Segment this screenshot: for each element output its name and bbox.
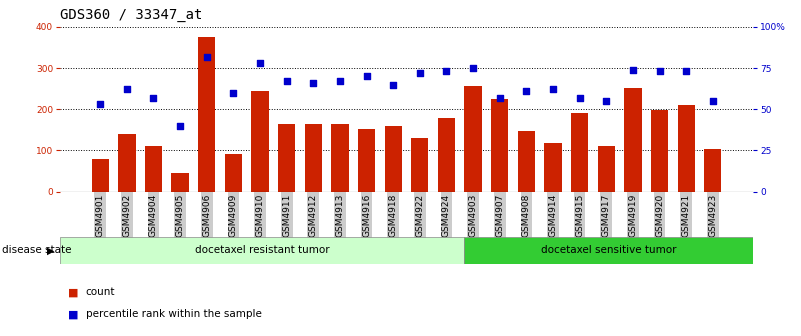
Text: GSM4912: GSM4912	[309, 194, 318, 237]
Text: GSM4922: GSM4922	[416, 194, 425, 237]
Text: GSM4924: GSM4924	[442, 194, 451, 237]
Bar	[704, 149, 722, 192]
Text: disease state: disease state	[2, 245, 71, 255]
Bar	[545, 143, 562, 192]
Point	[227, 90, 239, 95]
Bar	[598, 146, 615, 192]
Text: docetaxel sensitive tumor: docetaxel sensitive tumor	[541, 245, 676, 255]
Bar	[651, 110, 668, 192]
Point	[360, 74, 373, 79]
Bar	[304, 124, 322, 192]
Text: GSM4911: GSM4911	[282, 194, 291, 237]
Point	[333, 79, 346, 84]
Bar	[411, 138, 429, 192]
Bar	[60, 237, 465, 264]
Text: GDS360 / 33347_at: GDS360 / 33347_at	[60, 8, 203, 23]
Point	[493, 95, 506, 100]
Point	[680, 69, 693, 74]
Text: GSM4901: GSM4901	[96, 194, 105, 237]
Text: GSM4914: GSM4914	[549, 194, 557, 237]
Bar	[278, 124, 296, 192]
Point	[307, 80, 320, 86]
Point	[440, 69, 453, 74]
Bar	[571, 113, 588, 192]
Bar	[358, 129, 375, 192]
Text: GSM4902: GSM4902	[123, 194, 131, 237]
Text: ■: ■	[68, 287, 78, 297]
Bar	[145, 146, 162, 192]
Text: GSM4903: GSM4903	[469, 194, 477, 237]
Point	[600, 98, 613, 104]
Bar	[171, 173, 189, 192]
Point	[200, 54, 213, 59]
Bar	[252, 91, 268, 192]
Bar	[91, 159, 109, 192]
Text: percentile rank within the sample: percentile rank within the sample	[86, 309, 262, 319]
Bar	[465, 86, 481, 192]
Bar	[119, 134, 135, 192]
Point	[574, 95, 586, 100]
Point	[387, 82, 400, 87]
Text: GSM4910: GSM4910	[256, 194, 264, 237]
Bar	[198, 37, 215, 192]
Text: GSM4909: GSM4909	[229, 194, 238, 237]
Point	[120, 87, 133, 92]
Text: GSM4918: GSM4918	[388, 194, 397, 237]
Bar	[624, 88, 642, 192]
Point	[254, 60, 267, 66]
Point	[94, 101, 107, 107]
Text: docetaxel resistant tumor: docetaxel resistant tumor	[195, 245, 329, 255]
Text: GSM4907: GSM4907	[495, 194, 504, 237]
Bar	[678, 105, 694, 192]
Point	[467, 66, 480, 71]
Text: GSM4906: GSM4906	[203, 194, 211, 237]
Bar	[384, 126, 402, 192]
Text: GSM4917: GSM4917	[602, 194, 610, 237]
Text: ■: ■	[68, 309, 78, 319]
Point	[147, 95, 160, 100]
Text: GSM4920: GSM4920	[655, 194, 664, 237]
Bar	[438, 118, 455, 192]
Text: GSM4905: GSM4905	[175, 194, 184, 237]
Text: GSM4919: GSM4919	[629, 194, 638, 237]
Point	[520, 88, 533, 94]
Point	[546, 87, 559, 92]
Bar	[332, 124, 348, 192]
Bar	[491, 99, 509, 192]
Text: GSM4908: GSM4908	[522, 194, 531, 237]
Bar	[465, 237, 753, 264]
Point	[626, 67, 639, 72]
Point	[653, 69, 666, 74]
Point	[706, 98, 719, 104]
Text: GSM4904: GSM4904	[149, 194, 158, 237]
Point	[174, 123, 187, 128]
Text: GSM4915: GSM4915	[575, 194, 584, 237]
Point	[280, 79, 293, 84]
Text: GSM4923: GSM4923	[708, 194, 717, 237]
Text: ▶: ▶	[47, 245, 54, 255]
Point	[413, 70, 426, 76]
Text: GSM4921: GSM4921	[682, 194, 690, 237]
Bar	[517, 131, 535, 192]
Text: GSM4916: GSM4916	[362, 194, 371, 237]
Text: count: count	[86, 287, 115, 297]
Text: GSM4913: GSM4913	[336, 194, 344, 237]
Bar	[225, 154, 242, 192]
